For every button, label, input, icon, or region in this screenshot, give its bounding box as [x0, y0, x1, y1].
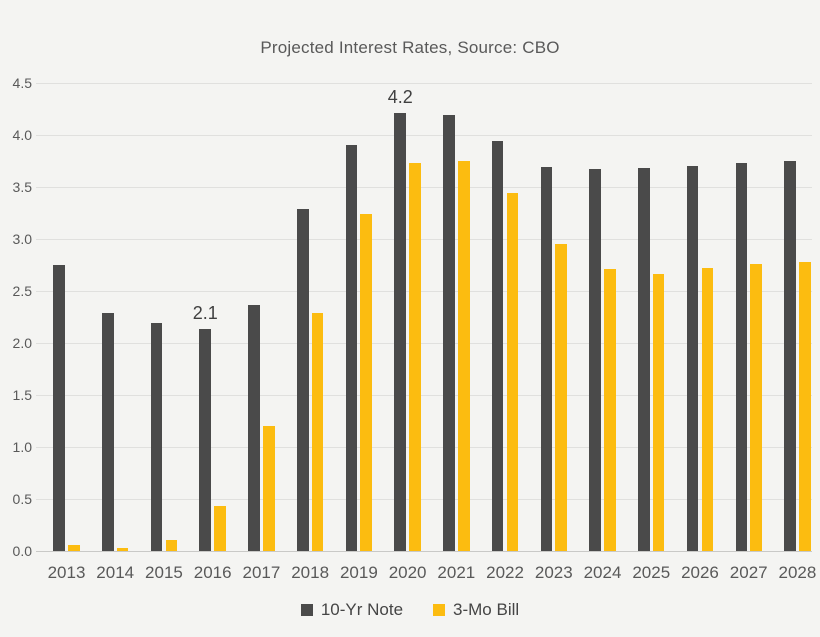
- y-tick-label: 0.5: [12, 491, 32, 507]
- bar-3-mo-bill-2014: [116, 548, 129, 551]
- x-axis-line: [36, 551, 812, 552]
- x-axis-label-2016: 2016: [193, 563, 232, 582]
- bar-3-mo-bill-2020: [409, 163, 421, 551]
- bar-3-mo-bill-2015: [165, 540, 178, 551]
- x-axis-label-2017: 2017: [242, 563, 281, 582]
- bar-10-yr-note-2025: [638, 168, 650, 551]
- bar-10-yr-note-2018: [296, 209, 309, 551]
- x-axis-label-2025: 2025: [632, 563, 671, 582]
- data-label-2016: 2.1: [192, 303, 218, 324]
- bar-10-yr-note-2024: [589, 169, 601, 551]
- gridline: [36, 135, 812, 136]
- bar-10-yr-note-2023: [540, 167, 553, 551]
- y-tick-label: 2.5: [12, 283, 32, 299]
- bar-10-yr-note-2028: [784, 161, 796, 551]
- bar-3-mo-bill-2017: [263, 426, 275, 551]
- bar-3-mo-bill-2024: [604, 269, 616, 551]
- bar-3-mo-bill-2027: [750, 264, 762, 551]
- x-axis-label-2019: 2019: [339, 563, 378, 582]
- bar-3-mo-bill-2023: [555, 244, 567, 551]
- bar-10-yr-note-2022: [491, 141, 504, 551]
- x-axis-label-2027: 2027: [729, 563, 768, 582]
- bar-10-yr-note-2016: [199, 329, 212, 551]
- bar-10-yr-note-2013: [53, 265, 65, 551]
- gridline: [36, 447, 812, 448]
- x-axis-label-2026: 2026: [681, 563, 719, 582]
- bar-3-mo-bill-2018: [311, 313, 324, 551]
- x-axis-label-2024: 2024: [583, 563, 622, 582]
- legend-swatch-3-mo-bill-icon: [433, 604, 446, 616]
- y-tick-label: 1.5: [12, 387, 32, 403]
- legend-item-10-yr-note: 10-Yr Note: [300, 600, 404, 620]
- y-tick-label: 2.0: [12, 335, 32, 351]
- x-axis-label-2018: 2018: [291, 563, 330, 582]
- gridline: [36, 239, 812, 240]
- y-tick-label: 4.5: [12, 75, 32, 91]
- data-label-2020: 4.2: [387, 87, 413, 108]
- x-axis-label-2023: 2023: [534, 563, 573, 582]
- legend-label-10-yr-note: 10-Yr Note: [320, 600, 404, 619]
- bar-10-yr-note-2015: [150, 323, 163, 551]
- chart-title: Projected Interest Rates, Source: CBO: [260, 38, 560, 57]
- bar-3-mo-bill-2022: [506, 193, 519, 551]
- bar-3-mo-bill-2028: [799, 262, 811, 551]
- legend-item-3-mo-bill: 3-Mo Bill: [433, 600, 519, 620]
- bar-10-yr-note-2020: [394, 113, 406, 551]
- y-tick-label: 3.5: [12, 179, 32, 195]
- bar-3-mo-bill-2026: [701, 268, 714, 551]
- x-axis-label-2020: 2020: [388, 563, 427, 582]
- x-axis-label-2013: 2013: [47, 563, 86, 582]
- bar-10-yr-note-2027: [735, 163, 748, 551]
- x-axis-label-2015: 2015: [145, 563, 183, 582]
- gridline: [36, 395, 812, 396]
- bar-10-yr-note-2019: [345, 145, 358, 551]
- bar-3-mo-bill-2021: [457, 161, 470, 551]
- gridline: [36, 83, 812, 84]
- gridline: [36, 499, 812, 500]
- bar-3-mo-bill-2016: [214, 506, 226, 551]
- legend: 10-Yr Note 3-Mo Bill: [0, 600, 820, 620]
- bar-3-mo-bill-2019: [360, 214, 373, 551]
- y-tick-label: 1.0: [12, 439, 32, 455]
- gridline: [36, 343, 812, 344]
- bar-10-yr-note-2014: [102, 313, 114, 551]
- x-axis-label-2028: 2028: [778, 563, 817, 582]
- bar-10-yr-note-2021: [443, 115, 455, 551]
- gridline: [36, 291, 812, 292]
- legend-label-3-mo-bill: 3-Mo Bill: [453, 600, 520, 619]
- x-axis-label-2022: 2022: [486, 563, 524, 582]
- bar-10-yr-note-2026: [686, 166, 699, 551]
- y-tick-label: 3.0: [12, 231, 32, 247]
- bar-3-mo-bill-2025: [652, 274, 665, 551]
- gridline: [36, 187, 812, 188]
- legend-swatch-10-yr-note-icon: [300, 604, 313, 616]
- y-tick-label: 0.0: [12, 543, 32, 559]
- x-axis-label-2014: 2014: [96, 563, 135, 582]
- bar-10-yr-note-2017: [248, 305, 260, 551]
- x-axis-label-2021: 2021: [437, 563, 476, 582]
- bar-3-mo-bill-2013: [68, 545, 80, 551]
- y-tick-label: 4.0: [12, 127, 32, 143]
